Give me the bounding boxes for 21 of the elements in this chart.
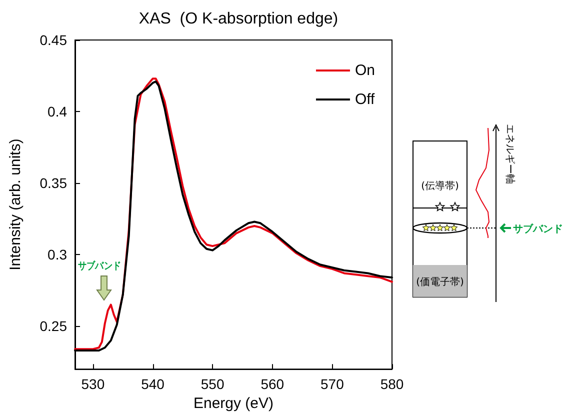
text: (価電子帯) [416, 276, 464, 288]
x-tick-label: 540 [141, 376, 165, 392]
y-tick-label: 0.35 [40, 175, 68, 192]
y-axis-title: Intensity (arb. units) [7, 138, 24, 270]
y-tick-label: 0.45 [40, 32, 68, 48]
y-tick-label: 0.25 [40, 318, 68, 334]
chart-title: XAS (O K-absorption edge) [138, 10, 338, 28]
annotation: サブバンド [78, 260, 128, 272]
legend-label: Off [354, 91, 376, 108]
legend-label: On [354, 62, 376, 79]
text: サブバンド [513, 223, 563, 235]
x-tick-label: 560 [260, 376, 284, 392]
y-tick-label: 0.4 [48, 104, 68, 120]
y-tick-label: 0.3 [48, 246, 68, 263]
x-tick-label: 530 [81, 376, 105, 392]
x-axis-title: Energy (eV) [193, 395, 274, 412]
x-tick-label: 580 [380, 376, 404, 392]
x-tick-label: 570 [320, 376, 344, 392]
text: (伝導帯) [421, 180, 459, 192]
x-tick-label: 550 [200, 376, 224, 392]
text: エネルギー軸 [504, 124, 516, 184]
